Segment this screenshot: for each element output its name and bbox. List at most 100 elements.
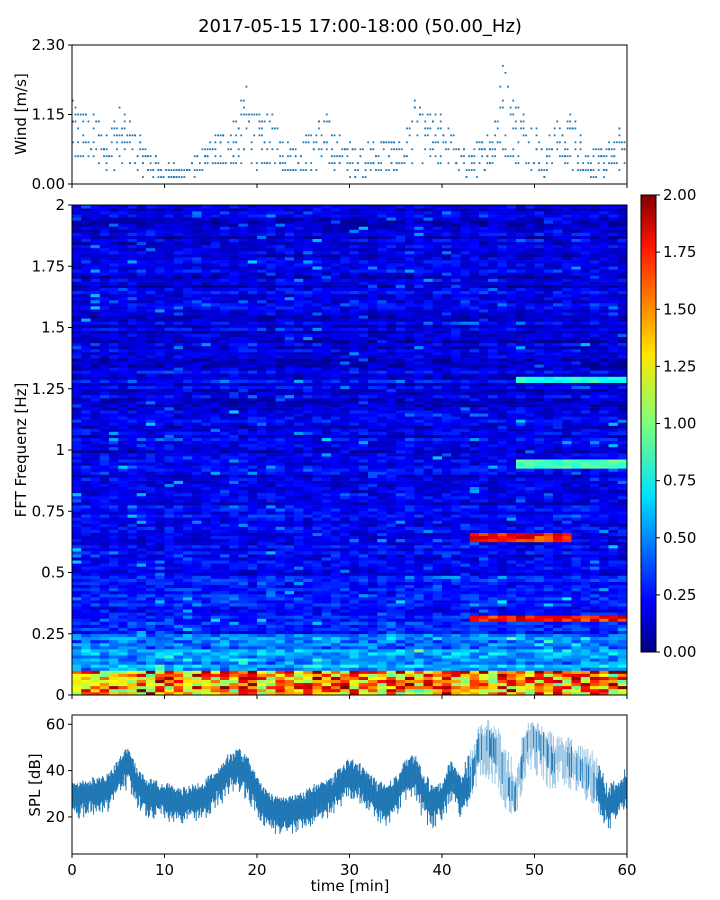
spectrogram-cell	[183, 514, 193, 518]
spectrogram-cell	[395, 502, 406, 506]
spectrogram-cell	[109, 646, 119, 650]
spectrogram-cell	[229, 658, 239, 662]
spectrogram-cell	[562, 514, 572, 518]
spectrogram-cell	[432, 658, 443, 662]
spectrogram-cell	[201, 477, 212, 481]
spectrogram-cell	[266, 492, 276, 497]
spectrogram-cell	[275, 630, 286, 635]
spectrogram-cell	[617, 551, 628, 555]
spectrogram-cell	[340, 612, 350, 616]
wind-point	[597, 169, 600, 171]
spectrogram-cell	[349, 529, 360, 533]
spectrogram-cell	[405, 609, 415, 613]
spectrogram-cell	[395, 560, 406, 564]
wind-point	[315, 134, 318, 137]
spectrogram-cell	[164, 658, 175, 662]
spectrogram-cell	[543, 630, 554, 635]
spectrogram-cell	[118, 618, 128, 622]
spectrogram-cell	[395, 691, 406, 696]
spectrogram-cell	[479, 609, 489, 613]
spectrogram-cell	[516, 517, 526, 521]
wind-point	[455, 162, 458, 165]
wind-point	[369, 162, 372, 165]
spectrogram-cell	[275, 597, 286, 601]
wind-point	[289, 148, 292, 151]
wind-point	[548, 134, 551, 137]
spectrogram-cell	[562, 544, 572, 549]
spectrogram-cell	[146, 489, 156, 494]
wind-point	[250, 162, 253, 165]
wind-point	[416, 120, 419, 123]
spectrogram-cell	[312, 615, 323, 619]
spectrogram-cell	[312, 667, 323, 671]
spectrogram-cell	[220, 627, 230, 631]
spectrogram-cell	[516, 658, 526, 662]
spectrogram-cell	[580, 554, 591, 558]
wind-point	[123, 127, 126, 130]
spectrogram-cell	[349, 572, 360, 576]
spectrogram-cell	[386, 642, 397, 647]
spectrogram-cell	[497, 642, 508, 647]
spectrogram-cell	[340, 658, 350, 662]
spectrogram-cell	[146, 575, 156, 579]
spectrogram-cell	[590, 664, 600, 668]
spectrogram-cell	[599, 572, 609, 576]
spectrogram-cell	[266, 495, 276, 500]
spectrogram-cell	[479, 499, 489, 503]
spectrogram-cell	[553, 597, 563, 601]
spectrogram-cell	[284, 517, 295, 521]
spectrogram-cell	[377, 618, 387, 622]
wind-point	[113, 120, 116, 123]
spectrogram-cell	[488, 624, 498, 628]
wind-point	[494, 120, 496, 123]
spectrogram-cell	[229, 627, 239, 631]
spectrogram-cell	[247, 655, 258, 659]
spectrogram-cell	[534, 691, 545, 696]
spectrogram-cell	[312, 532, 323, 537]
spectrogram-cell	[543, 639, 554, 644]
spectrogram-cell	[525, 590, 535, 595]
spectrogram-cell	[479, 646, 489, 650]
spectrogram-cell	[414, 572, 424, 576]
spectrogram-cell	[432, 685, 443, 690]
wind-point	[403, 162, 406, 165]
spectrogram-cell	[553, 520, 563, 524]
spectrogram-cell	[136, 486, 147, 491]
spectrogram-cell	[99, 618, 110, 622]
spectrogram-cell	[525, 667, 535, 671]
spectrogram-cell	[81, 691, 91, 696]
spectrogram-cell	[294, 584, 304, 589]
spectrogram-cell	[183, 520, 193, 524]
spectrogram-cell	[210, 584, 221, 589]
spectrogram-cell	[395, 529, 406, 533]
spectrogram-cell	[118, 572, 128, 576]
spectrogram-cell	[81, 480, 91, 484]
spectrogram-cell	[146, 483, 156, 488]
spectrogram-cell	[247, 560, 258, 564]
spectrogram-cell	[423, 658, 434, 662]
spectrogram-cell	[340, 655, 350, 659]
wind-point	[545, 148, 548, 151]
spectrogram-cell	[321, 649, 332, 653]
spectrogram-cell	[553, 544, 563, 549]
spectrogram-cell	[386, 664, 397, 668]
spectrogram-cell	[210, 673, 221, 677]
spectrogram-cell	[210, 676, 221, 680]
spectrogram-cell	[220, 480, 230, 484]
spectrogram-cell	[99, 578, 110, 582]
spectrogram-cell	[220, 609, 230, 613]
spectrogram-cell	[534, 593, 545, 598]
spectrogram-cell	[257, 624, 267, 628]
spectrogram-cell	[294, 529, 304, 533]
spectrogram-cell	[136, 646, 147, 650]
spectrogram-cell	[571, 520, 582, 524]
spectrogram-cell	[210, 477, 221, 481]
spectrogram-cell	[247, 575, 258, 579]
spectrogram-cell	[201, 511, 212, 515]
spectrogram-cell	[590, 642, 600, 647]
wind-point	[476, 176, 478, 178]
spectrogram-cell	[136, 514, 147, 518]
spectrogram-cell	[136, 609, 147, 613]
spectrogram-cell	[395, 548, 406, 552]
spectrogram-cell	[294, 495, 304, 500]
